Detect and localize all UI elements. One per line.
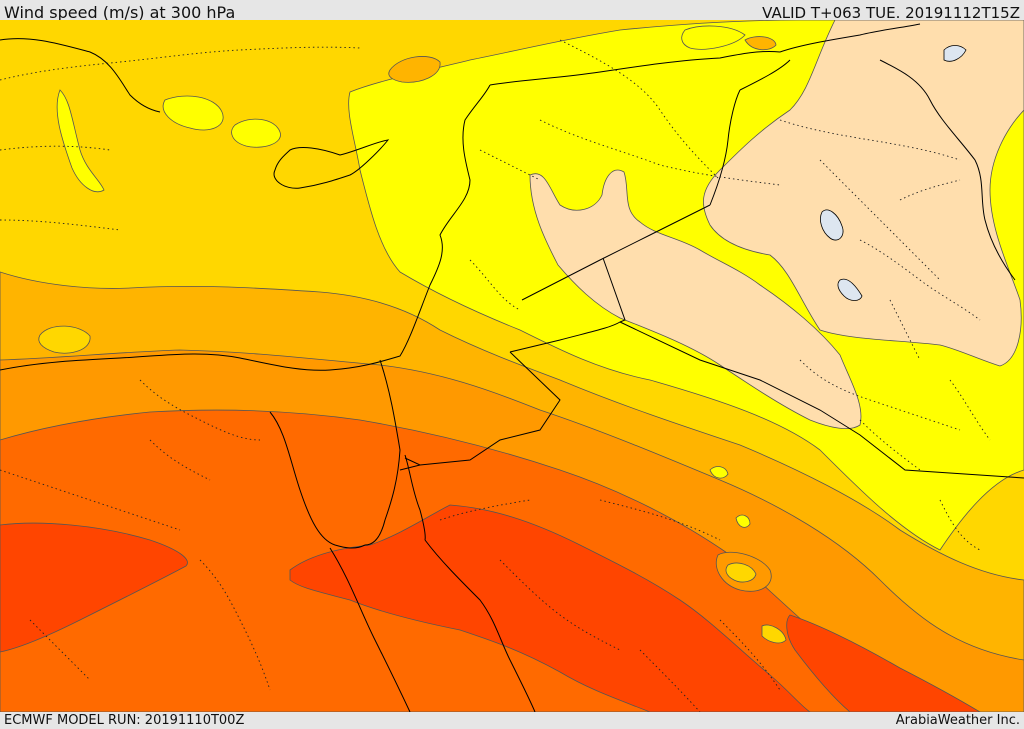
admin-boundaries [0,39,991,712]
band-3-islet [709,466,729,479]
credit-label: ArabiaWeather Inc. [895,713,1020,728]
wind-speed-map[interactable] [0,20,1024,712]
band-1-tongue [529,169,862,430]
band-3-islet [735,514,751,528]
footer-bar: ECMWF MODEL RUN: 20191110T00Z ArabiaWeat… [0,712,1024,729]
band-3-islet [761,624,787,644]
lake [837,278,863,301]
band-4-islet [388,56,441,83]
band-2-islet [56,89,105,193]
band-2-islet [231,118,281,148]
lake [820,209,844,241]
valid-time: VALID T+063 TUE. 20191112T15Z [762,4,1020,22]
band-2-islet [162,95,224,131]
band-2-islet [681,25,746,50]
band-7-core-left [0,522,188,653]
band-1-area [703,20,1024,367]
map-title: Wind speed (m/s) at 300 hPa [4,3,236,22]
lake [943,45,967,62]
band-7-core-main [289,504,811,712]
coastlines [0,23,921,712]
band-3-islet [38,325,91,354]
header-bar: Wind speed (m/s) at 300 hPa VALID T+063 … [0,0,1024,22]
band-7-core-right [786,614,981,712]
band-3-islet [725,562,757,583]
model-run-label: ECMWF MODEL RUN: 20191110T00Z [4,713,245,728]
political-borders [399,59,1024,479]
band-4-islet [744,36,777,51]
